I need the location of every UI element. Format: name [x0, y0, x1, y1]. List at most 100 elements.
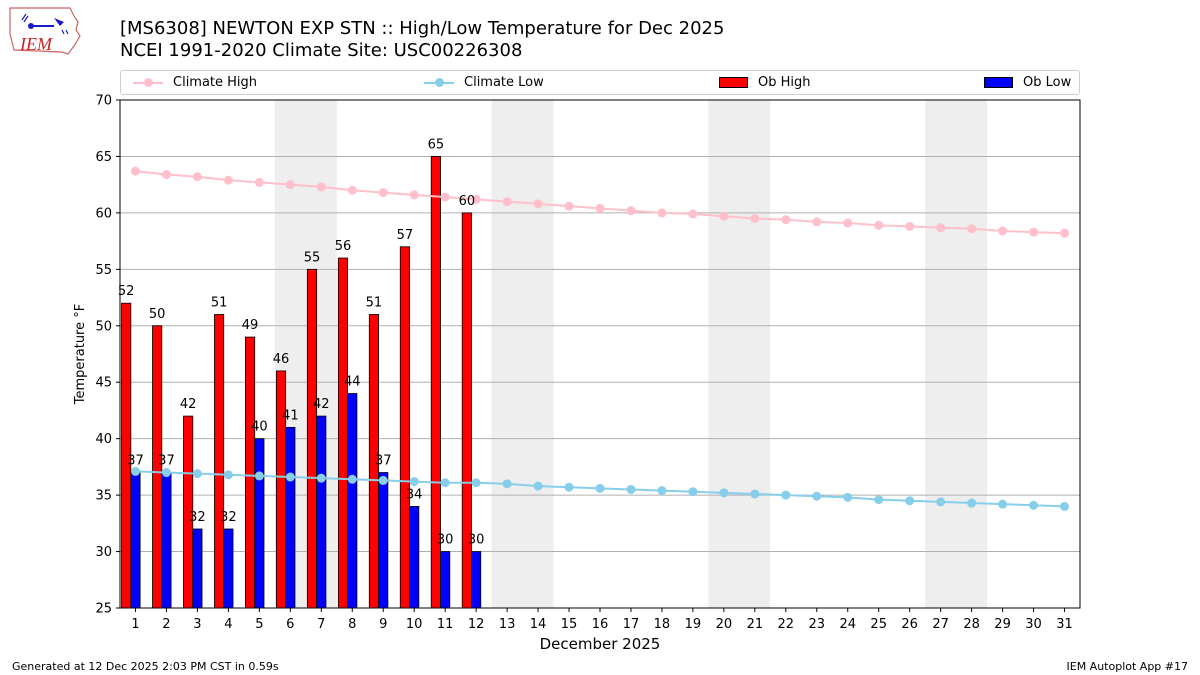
x-tick-label: 7 [317, 617, 325, 632]
climate-high-point [378, 188, 388, 198]
ob-high-bar-label: 46 [273, 352, 290, 367]
x-tick-label: 2 [162, 617, 170, 632]
ob-high-bar-label: 52 [118, 284, 135, 299]
ob-low-bar-label: 40 [251, 420, 268, 435]
legend-climate-high-label: Climate High [173, 75, 258, 90]
x-tick-label: 11 [437, 617, 454, 632]
iem-logo-text: IEM [19, 34, 53, 54]
legend-ob-low: Ob Low [984, 71, 1071, 94]
climate-low-point [378, 475, 388, 485]
x-tick-label: 4 [224, 617, 232, 632]
climate-low-point [254, 471, 264, 481]
climate-high-point [533, 199, 543, 209]
x-tick-label: 5 [255, 617, 263, 632]
climate-high-point [750, 214, 760, 224]
climate-low-point [998, 499, 1008, 509]
chart-title: [MS6308] NEWTON EXP STN :: High/Low Temp… [120, 18, 725, 39]
ob-low-bar-label: 37 [127, 454, 144, 469]
x-tick-label: 17 [623, 617, 640, 632]
climate-low-point [781, 490, 791, 500]
ob-high-bar-label: 56 [335, 239, 352, 254]
ob-high-bar [306, 268, 318, 609]
climate-low-point [688, 487, 698, 497]
x-tick-label: 15 [561, 617, 578, 632]
x-tick-label: 10 [406, 617, 423, 632]
climate-low-point [130, 466, 140, 476]
climate-low-point [223, 470, 233, 480]
legend-climate-high: Climate High [133, 71, 257, 94]
ob-high-bar-label: 57 [397, 228, 414, 243]
ob-low-bar-label: 34 [406, 487, 423, 502]
x-tick-label: 20 [716, 617, 733, 632]
ob-low-bar [347, 393, 358, 609]
climate-high-point [595, 203, 605, 213]
ob-low-bar-label: 44 [344, 375, 361, 390]
ob-high-bar-label: 51 [366, 295, 383, 310]
ob-low-bar [192, 528, 203, 609]
climate-high-point [223, 175, 233, 185]
y-tick-label: 45 [95, 376, 112, 391]
x-tick-label: 3 [193, 617, 201, 632]
plot-frame [119, 99, 1081, 609]
climate-high-point [347, 185, 357, 195]
y-tick-label: 25 [95, 602, 112, 617]
ob-high-bar-label: 55 [304, 250, 321, 265]
climate-low-point [533, 481, 543, 491]
climate-low-point [161, 468, 171, 478]
climate-low-point [967, 498, 977, 508]
climate-low-point [657, 486, 667, 496]
x-tick-label: 29 [994, 617, 1011, 632]
weekend-shade [708, 100, 771, 608]
ob-low-bar [161, 472, 172, 609]
ob-low-bar-label: 41 [282, 408, 299, 423]
y-tick-label: 65 [95, 150, 112, 165]
iowa-outline-shape [9, 7, 81, 55]
climate-low-point [1029, 500, 1039, 510]
climate-high-point [688, 209, 698, 219]
ob-low-bar [130, 472, 141, 609]
y-tick-label: 70 [95, 94, 112, 109]
climate-low-point [502, 479, 512, 489]
ob-high-bar-label: 49 [242, 318, 259, 333]
ob-low-bar-label: 32 [189, 510, 206, 525]
climate-low-point [316, 473, 326, 483]
climate-high-point [1029, 227, 1039, 237]
ob-high-bar [214, 314, 225, 609]
weekend-shade [925, 100, 988, 608]
chart-legend: Climate High Climate Low Ob High Ob Low [120, 70, 1080, 95]
legend-ob-low-label: Ob Low [1023, 75, 1072, 90]
climate-low-point [626, 484, 636, 494]
climate-high-point [254, 177, 264, 187]
climate-high-point [936, 223, 946, 233]
climate-high-point [781, 215, 791, 225]
climate-high-point [874, 220, 884, 230]
ob-low-bar-label: 37 [158, 454, 175, 469]
x-tick-label: 16 [592, 617, 609, 632]
x-tick-label: 27 [932, 617, 949, 632]
x-tick-label: 25 [870, 617, 887, 632]
ob-high-bar [399, 246, 410, 609]
climate-low-point [905, 496, 915, 506]
y-tick-label: 40 [95, 432, 112, 447]
y-tick-label: 30 [95, 545, 112, 560]
ob-high-bar [245, 336, 256, 609]
x-tick-label: 23 [809, 617, 826, 632]
ob-high-bar [275, 370, 287, 609]
x-tick-label: 30 [1025, 617, 1042, 632]
x-tick-label: 22 [778, 617, 795, 632]
x-tick-label: 26 [901, 617, 918, 632]
climate-high-point [843, 218, 853, 228]
y-tick-label: 35 [95, 489, 112, 504]
x-tick-label: 14 [530, 617, 547, 632]
ob-low-bar-label: 42 [313, 397, 330, 412]
ob-high-bar [337, 257, 349, 609]
x-tick-label: 8 [348, 617, 356, 632]
x-tick-label: 13 [499, 617, 516, 632]
climate-high-point [285, 180, 295, 190]
climate-low-point [812, 491, 822, 501]
climate-low-point [595, 483, 605, 493]
x-axis-label: December 2025 [540, 635, 661, 653]
x-tick-label: 19 [685, 617, 702, 632]
y-tick-label: 60 [95, 206, 112, 221]
